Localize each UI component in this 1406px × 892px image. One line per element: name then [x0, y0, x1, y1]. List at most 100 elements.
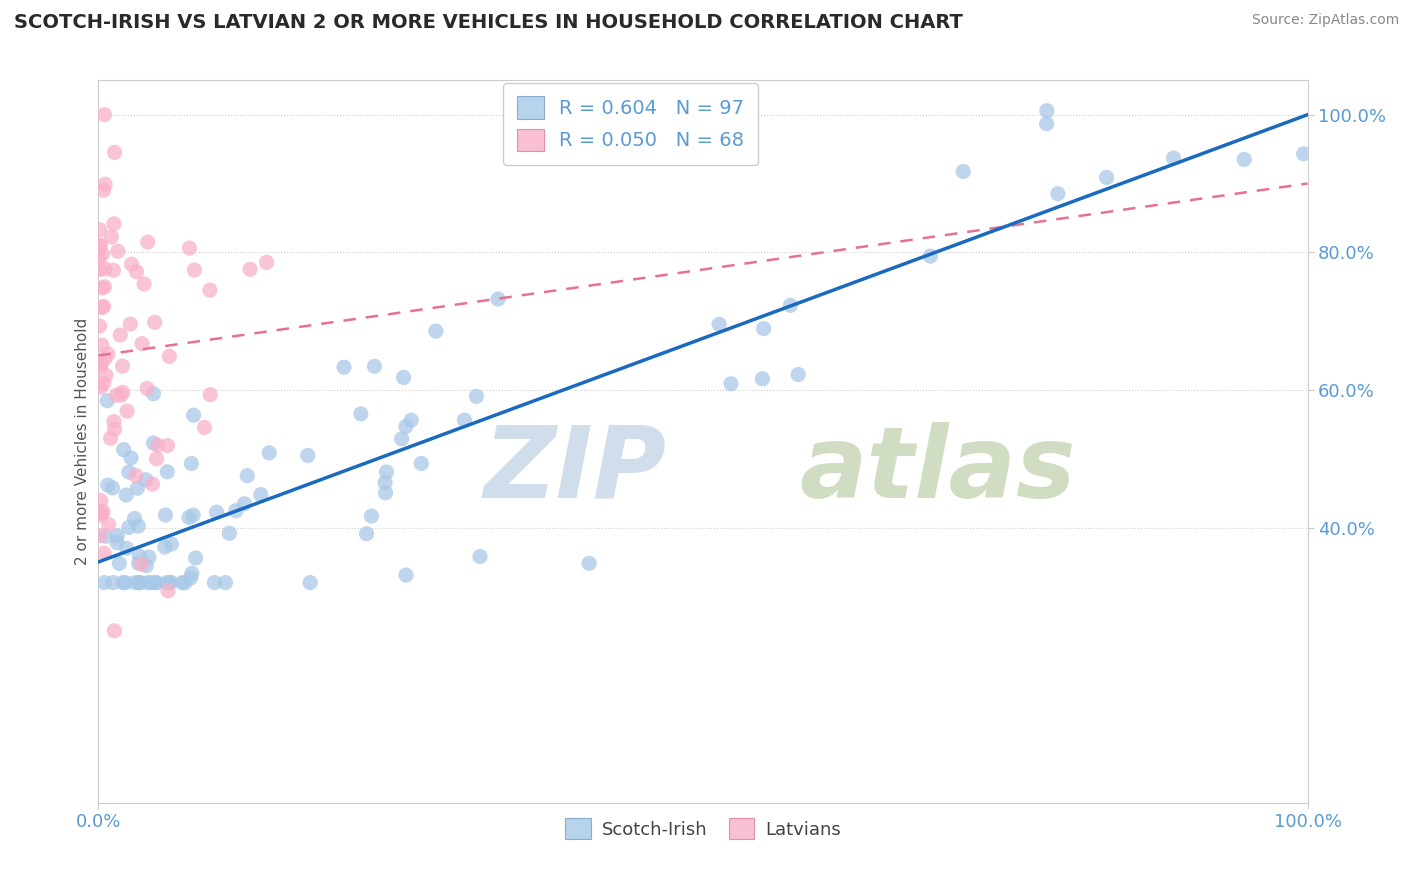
Point [129, 575, 152, 590]
Point [1163, 151, 1185, 165]
Point [90, 493, 112, 508]
Point [97, 517, 120, 532]
Point [299, 575, 322, 590]
Point [225, 504, 247, 518]
Point [108, 557, 131, 571]
Point [94, 529, 117, 543]
Point [136, 235, 159, 249]
Point [233, 497, 256, 511]
Point [118, 465, 141, 479]
Point [134, 277, 156, 291]
Point [91, 247, 114, 261]
Point [200, 387, 222, 401]
Point [356, 526, 378, 541]
Point [107, 244, 129, 259]
Point [114, 575, 136, 590]
Point [89, 319, 111, 334]
Point [920, 249, 942, 263]
Point [179, 241, 201, 255]
Point [91, 301, 114, 315]
Text: ZIP: ZIP [484, 422, 666, 519]
Point [156, 439, 179, 453]
Point [157, 350, 180, 364]
Legend: Scotch-Irish, Latvians: Scotch-Irish, Latvians [557, 809, 849, 848]
Point [1036, 103, 1059, 118]
Text: SCOTCH-IRISH VS LATVIAN 2 OR MORE VEHICLES IN HOUSEHOLD CORRELATION CHART: SCOTCH-IRISH VS LATVIAN 2 OR MORE VEHICL… [14, 13, 963, 32]
Point [115, 541, 138, 556]
Point [411, 457, 433, 471]
Point [110, 328, 132, 343]
Point [142, 386, 165, 401]
Point [100, 431, 122, 445]
Point [465, 389, 488, 403]
Point [1095, 170, 1118, 185]
Point [103, 263, 125, 277]
Point [112, 442, 135, 457]
Point [128, 575, 150, 590]
Point [94, 262, 117, 277]
Point [90, 338, 112, 352]
Point [239, 262, 262, 277]
Point [111, 385, 134, 400]
Point [103, 217, 125, 231]
Point [100, 230, 122, 244]
Point [153, 540, 176, 554]
Point [145, 575, 167, 590]
Point [128, 549, 150, 563]
Text: atlas: atlas [800, 422, 1076, 519]
Point [111, 575, 134, 590]
Point [124, 575, 146, 590]
Point [392, 370, 415, 384]
Point [218, 526, 240, 541]
Point [93, 376, 115, 391]
Point [375, 465, 398, 479]
Point [236, 468, 259, 483]
Point [180, 457, 202, 471]
Point [157, 575, 180, 590]
Point [156, 465, 179, 479]
Point [110, 388, 132, 402]
Point [183, 263, 205, 277]
Y-axis label: 2 or more Vehicles in Household: 2 or more Vehicles in Household [75, 318, 90, 566]
Point [136, 381, 159, 395]
Point [146, 438, 169, 452]
Point [120, 450, 142, 465]
Point [127, 481, 149, 495]
Point [159, 575, 181, 590]
Point [93, 546, 115, 560]
Point [125, 265, 148, 279]
Point [256, 255, 278, 269]
Point [105, 535, 128, 549]
Point [89, 380, 111, 394]
Point [363, 359, 385, 374]
Point [145, 575, 167, 590]
Point [120, 317, 142, 331]
Point [177, 510, 200, 524]
Point [93, 108, 115, 122]
Point [1046, 186, 1069, 201]
Point [374, 486, 396, 500]
Point [94, 368, 117, 383]
Point [952, 164, 974, 178]
Point [128, 575, 150, 590]
Point [333, 360, 356, 375]
Point [205, 505, 228, 519]
Point [93, 575, 115, 590]
Point [174, 575, 197, 590]
Point [93, 299, 115, 313]
Point [425, 324, 447, 338]
Point [1233, 153, 1256, 167]
Point [135, 473, 157, 487]
Point [89, 223, 111, 237]
Point [93, 280, 115, 294]
Point [142, 436, 165, 450]
Point [115, 488, 138, 502]
Point [89, 528, 111, 542]
Point [105, 529, 128, 543]
Point [198, 283, 221, 297]
Point [214, 575, 236, 590]
Point [111, 359, 134, 373]
Point [181, 566, 204, 581]
Point [89, 239, 111, 253]
Point [103, 624, 125, 638]
